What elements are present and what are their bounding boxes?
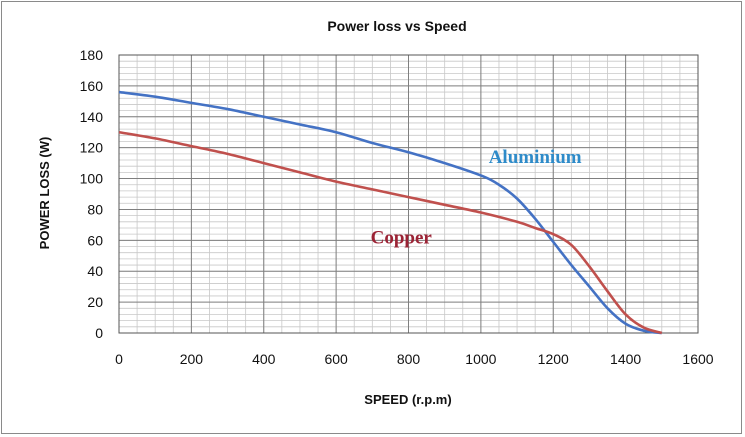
x-axis-label: SPEED (r.p.m) (364, 392, 451, 407)
x-tick-label: 1400 (610, 351, 641, 367)
y-tick-label: 0 (95, 325, 103, 341)
y-tick-label: 80 (87, 201, 103, 217)
series-labels: Aluminium Copper (371, 147, 582, 248)
chart-title: Power loss vs Speed (327, 18, 466, 34)
x-tick-label: 800 (397, 351, 421, 367)
series-line-copper (118, 130, 663, 335)
series-label-copper: Copper (371, 227, 433, 248)
y-tick-label: 60 (87, 232, 103, 248)
y-tick-label: 120 (80, 140, 104, 156)
y-tick-label: 40 (87, 263, 103, 279)
x-tick-label: 1000 (465, 351, 496, 367)
y-tick-labels: 0 20 40 60 80 100 120 140 160 180 (80, 47, 104, 341)
y-tick-label: 100 (80, 171, 104, 187)
x-tick-label: 1600 (682, 351, 713, 367)
x-tick-label: 0 (115, 351, 123, 367)
y-axis-label: POWER LOSS (W) (37, 137, 52, 250)
series-lines (118, 90, 663, 335)
x-tick-label: 600 (324, 351, 348, 367)
y-tick-label: 140 (80, 109, 104, 125)
x-tick-label: 400 (252, 351, 276, 367)
y-tick-label: 20 (87, 294, 103, 310)
y-tick-label: 160 (80, 78, 104, 94)
series-line-aluminium (118, 90, 662, 335)
plot-border (118, 54, 699, 334)
x-tick-label: 1200 (538, 351, 569, 367)
x-tick-labels: 0 200 400 600 800 1000 1200 1400 1600 (115, 351, 714, 367)
major-grid (118, 54, 699, 334)
x-tick-label: 200 (180, 351, 204, 367)
y-tick-label: 180 (80, 47, 104, 63)
series-label-aluminium: Aluminium (489, 147, 582, 168)
